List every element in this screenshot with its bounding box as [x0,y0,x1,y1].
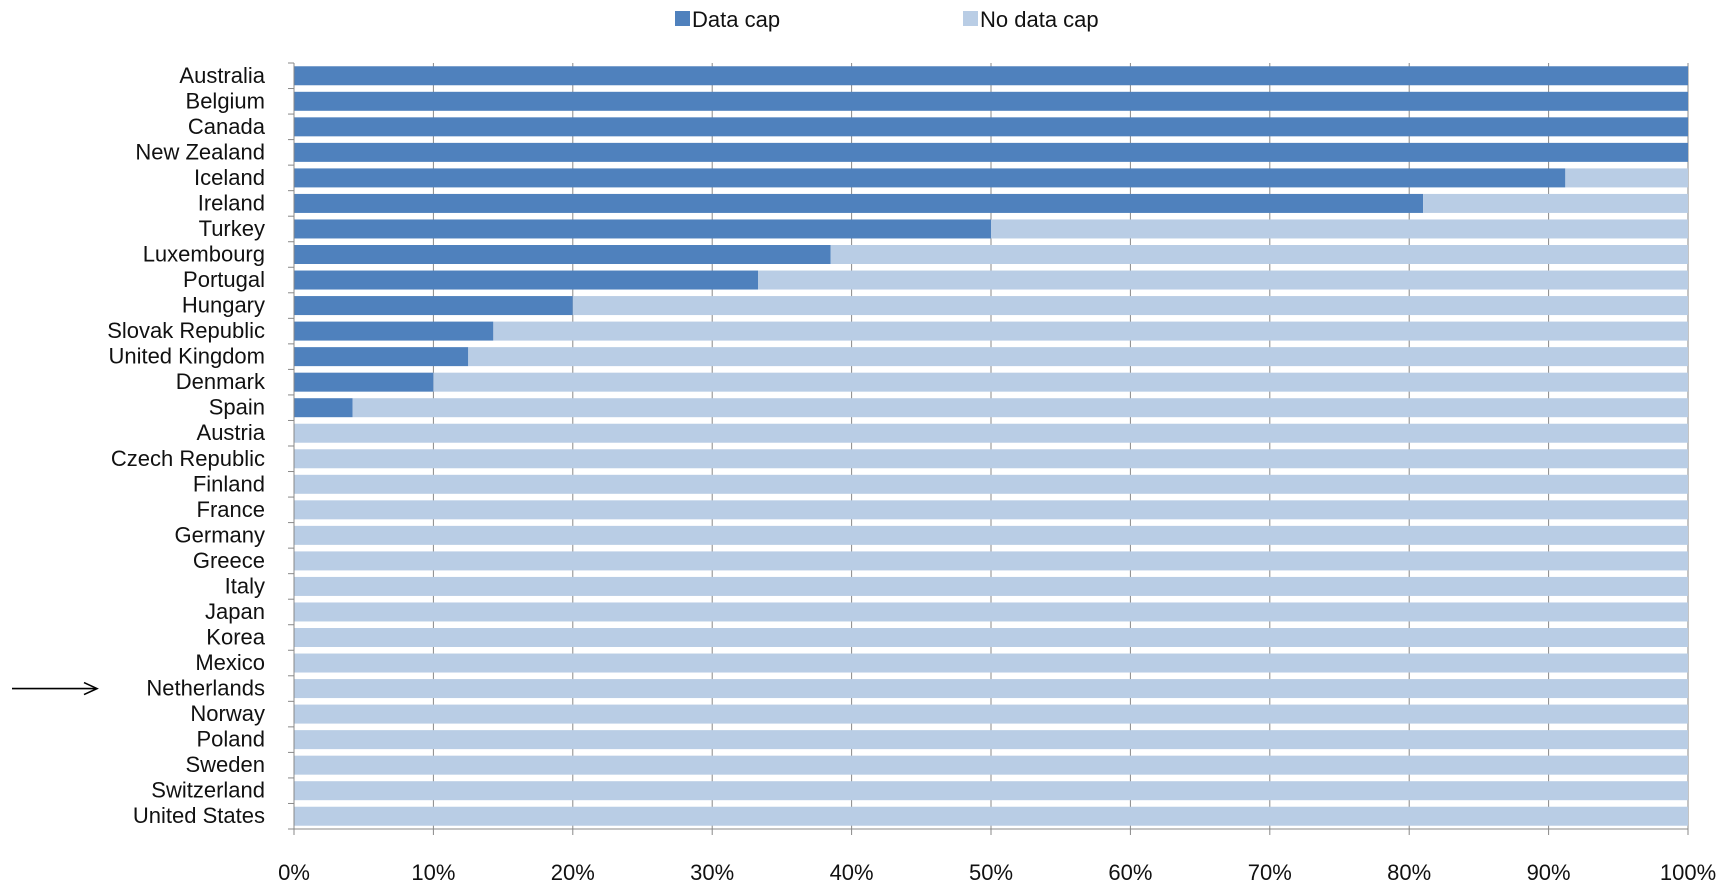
x-tick-label-40: 40% [830,860,874,885]
category-label-spain: Spain [209,395,265,420]
bars [294,66,1689,826]
bar-no-data-cap-turkey [991,219,1688,239]
category-label-luxembourg: Luxembourg [143,242,265,267]
category-label-portugal: Portugal [183,267,265,292]
bar-data-cap-australia [294,66,1688,86]
bar-no-data-cap-sweden [294,755,1688,775]
category-label-finland: Finland [193,471,265,496]
bar-no-data-cap-portugal [758,270,1688,290]
category-label-netherlands: Netherlands [146,676,265,701]
bar-no-data-cap-greece [294,551,1688,571]
bar-data-cap-canada [294,117,1688,137]
bar-data-cap-belgium [294,91,1688,111]
bar-no-data-cap-france [294,500,1688,520]
category-label-austria: Austria [197,420,266,445]
x-tick-label-10: 10% [411,860,455,885]
bar-no-data-cap-iceland [1565,168,1688,188]
category-label-denmark: Denmark [176,369,266,394]
annotation-arrow [12,681,99,696]
bar-no-data-cap-slovak-republic [493,321,1688,341]
category-label-new-zealand: New Zealand [135,139,265,164]
arrow-head [83,681,99,696]
category-label-hungary: Hungary [182,293,265,318]
category-label-australia: Australia [179,63,265,88]
bar-data-cap-new-zealand [294,142,1688,162]
category-label-canada: Canada [188,114,266,139]
legend-swatch-no-data-cap [963,11,978,26]
category-label-iceland: Iceland [194,165,265,190]
category-label-japan: Japan [205,599,265,624]
category-label-united-states: United States [133,803,265,828]
category-label-italy: Italy [225,573,265,598]
bar-no-data-cap-japan [294,602,1688,622]
category-label-greece: Greece [193,548,265,573]
bar-data-cap-denmark [294,372,434,392]
bar-no-data-cap-norway [294,704,1688,724]
bar-data-cap-iceland [294,168,1566,188]
bar-no-data-cap-united-kingdom [468,347,1688,367]
category-label-slovak-republic: Slovak Republic [107,318,265,343]
category-label-united-kingdom: United Kingdom [108,344,265,369]
bar-no-data-cap-mexico [294,653,1688,673]
x-tick-label-20: 20% [551,860,595,885]
bar-data-cap-ireland [294,193,1424,213]
category-label-turkey: Turkey [199,216,265,241]
category-label-norway: Norway [190,701,265,726]
category-label-korea: Korea [206,625,265,650]
x-tick-label-100: 100% [1660,860,1716,885]
bar-data-cap-united-kingdom [294,347,469,367]
x-tick-label-30: 30% [690,860,734,885]
x-tick-label-0: 0% [278,860,310,885]
bar-no-data-cap-spain [352,398,1689,418]
bar-no-data-cap-switzerland [294,781,1688,801]
bar-no-data-cap-korea [294,628,1688,647]
x-tick-label-90: 90% [1527,860,1571,885]
category-label-mexico: Mexico [195,650,265,675]
x-tick-label-70: 70% [1248,860,1292,885]
category-label-belgium: Belgium [186,88,265,113]
bar-no-data-cap-czech-republic [294,449,1688,469]
bar-no-data-cap-united-states [294,806,1688,826]
bar-data-cap-slovak-republic [294,321,494,341]
bar-no-data-cap-austria [294,423,1688,443]
legend-label-data-cap: Data cap [692,7,780,32]
legend: Data cap No data cap [675,7,1099,32]
bar-no-data-cap-poland [294,730,1688,750]
bar-data-cap-portugal [294,270,759,290]
bar-no-data-cap-hungary [572,296,1688,316]
bar-data-cap-luxembourg [294,245,831,264]
bar-no-data-cap-ireland [1423,193,1688,213]
x-axis: 0% 10% 20% 30% 40% 50% 60% 70% 80% 90% 100% [278,828,1716,885]
x-tick-label-80: 80% [1387,860,1431,885]
category-label-germany: Germany [175,522,265,547]
bar-data-cap-spain [294,398,353,418]
bar-no-data-cap-denmark [433,372,1688,392]
x-tick-label-50: 50% [969,860,1013,885]
category-label-poland: Poland [196,727,265,752]
category-label-ireland: Ireland [198,190,265,215]
bar-data-cap-hungary [294,296,573,316]
legend-label-no-data-cap: No data cap [980,7,1099,32]
bar-no-data-cap-finland [294,474,1688,494]
bar-data-cap-turkey [294,219,991,239]
bar-no-data-cap-luxembourg [830,245,1688,264]
bar-no-data-cap-italy [294,576,1688,596]
category-label-france: France [197,497,265,522]
category-label-switzerland: Switzerland [151,778,265,803]
legend-swatch-data-cap [675,11,690,26]
gridlines [293,63,1689,829]
x-tick-label-60: 60% [1108,860,1152,885]
category-label-czech-republic: Czech Republic [111,446,265,471]
bar-no-data-cap-netherlands [294,679,1688,699]
category-label-sweden: Sweden [185,752,265,777]
bar-no-data-cap-germany [294,525,1688,545]
